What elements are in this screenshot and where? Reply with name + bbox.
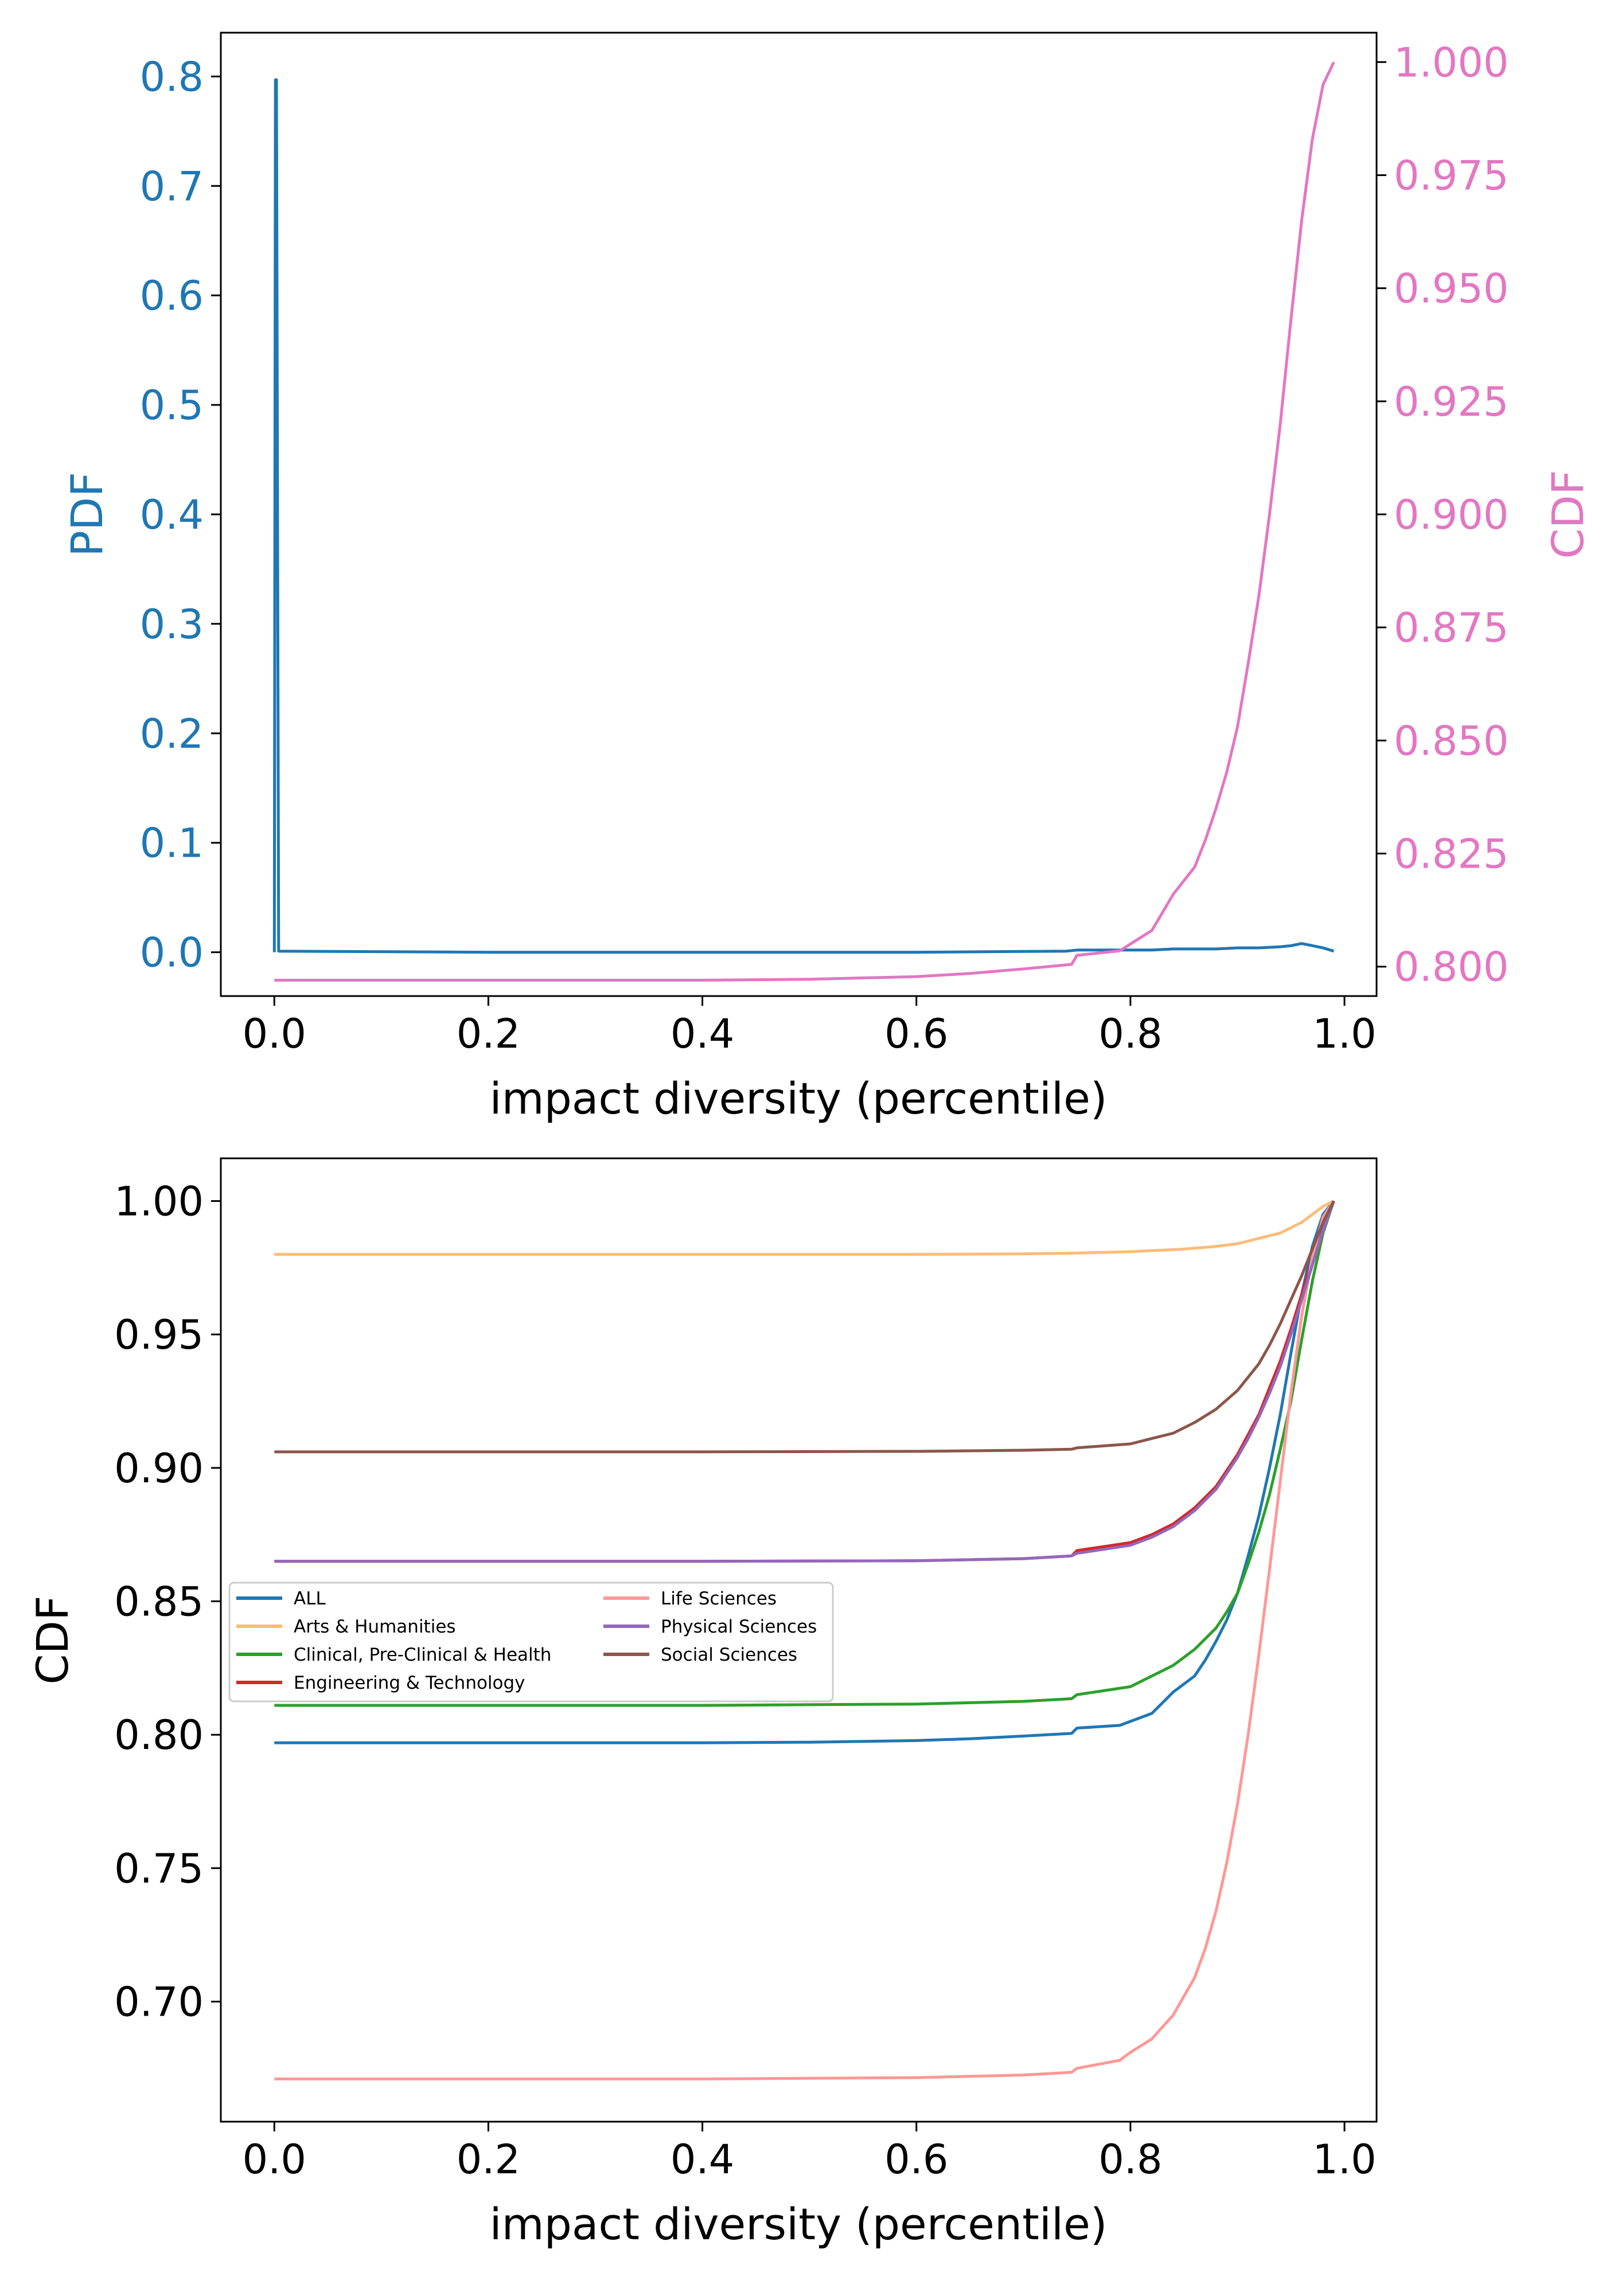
x-tick-label: 0.8: [1098, 2136, 1162, 2183]
y-axis-label: CDF: [27, 1595, 78, 1684]
y-tick-label: 0.3: [140, 601, 204, 648]
y-tick-label: 0.80: [114, 1712, 204, 1759]
x-tick-label: 0.2: [457, 2136, 520, 2183]
legend-entry: Clinical, Pre-Clinical & Health: [294, 1645, 551, 1665]
y-tick-label: 0.95: [114, 1311, 204, 1358]
series-line-arts-humanities: [274, 1200, 1335, 1256]
y-tick-label: 0.8: [140, 53, 204, 100]
y-tick-label: 0.925: [1394, 378, 1508, 425]
series-line-physical-sciences: [274, 1200, 1335, 1563]
x-tick-label: 0.6: [884, 2136, 948, 2183]
y-tick-label: 0.5: [140, 382, 204, 429]
y-tick-label: 0.875: [1394, 604, 1508, 651]
y-tick-label: 0.70: [114, 1979, 204, 2026]
y-tick-label: 0.90: [114, 1445, 204, 1492]
y-tick-label: 1.00: [114, 1178, 204, 1225]
legend: ALL Arts & Humanities Clinical, Pre-Clinic…: [228, 1582, 834, 1703]
legend-entry: ALL: [294, 1588, 326, 1609]
x-axis-label: impact diversity (percentile): [489, 1073, 1107, 1124]
y-tick-label: 0.7: [140, 163, 204, 210]
pdf-series-line: [272, 78, 1335, 954]
cdf-series-line: [274, 61, 1335, 982]
x-tick-label: 0.2: [457, 1010, 520, 1057]
legend-entry: Social Sciences: [661, 1645, 797, 1665]
legend-frame: [228, 1582, 834, 1703]
y-tick-label: 0.800: [1394, 944, 1508, 991]
series-line-all: [274, 1200, 1335, 1744]
x-tick-label: 0.0: [243, 2136, 306, 2183]
x-tick-label: 0.6: [884, 1010, 948, 1057]
x-tick-label: 0.4: [671, 1010, 734, 1057]
y-tick-label: 0.4: [140, 491, 204, 538]
series-line-social-sciences: [274, 1200, 1335, 1454]
y-tick-label: 0.6: [140, 272, 204, 319]
left-y-axis-label: PDF: [61, 472, 112, 557]
y-tick-label: 0.0: [140, 930, 204, 977]
cdf-by-field-chart: 0.0 0.2 0.4 0.6 0.8 1.0 0.70 0.75 0.80 0.85 0.90 0…: [27, 1157, 1378, 2250]
y-tick-label: 0.825: [1394, 831, 1508, 878]
series-line-life-sciences: [274, 1200, 1335, 2080]
plot-frame: [220, 1157, 1378, 2123]
legend-entry: Arts & Humanities: [294, 1616, 456, 1637]
x-tick-label: 1.0: [1312, 2136, 1376, 2183]
y-tick-label: 1.000: [1394, 39, 1508, 86]
y-tick-label: 0.85: [114, 1579, 204, 1626]
legend-entry: Engineering & Technology: [294, 1673, 525, 1693]
y-tick-label: 0.2: [140, 710, 204, 757]
x-axis-label: impact diversity (percentile): [489, 2199, 1107, 2250]
x-tick-label: 1.0: [1312, 1010, 1376, 1057]
y-tick-label: 0.950: [1394, 265, 1508, 313]
y-tick-label: 0.900: [1394, 491, 1508, 538]
x-tick-label: 0.8: [1098, 1010, 1162, 1057]
y-tick-label: 0.75: [114, 1845, 204, 1892]
legend-entry: Life Sciences: [661, 1588, 777, 1609]
y-tick-label: 0.850: [1394, 717, 1508, 764]
y-tick-label: 0.1: [140, 820, 204, 867]
series-line-clinical-pre-clinical-health: [274, 1200, 1335, 1707]
legend-entry: Physical Sciences: [661, 1616, 817, 1637]
pdf-cdf-chart: 0.0 0.2 0.4 0.6 0.8 1.0 0.0 0.1 0.2 0.3 0.4 0.5 0.6…: [61, 32, 1593, 1124]
y-tick-label: 0.975: [1394, 152, 1508, 199]
x-tick-label: 0.4: [671, 2136, 734, 2183]
right-y-axis-label: CDF: [1542, 470, 1593, 559]
x-tick-label: 0.0: [243, 1010, 306, 1057]
